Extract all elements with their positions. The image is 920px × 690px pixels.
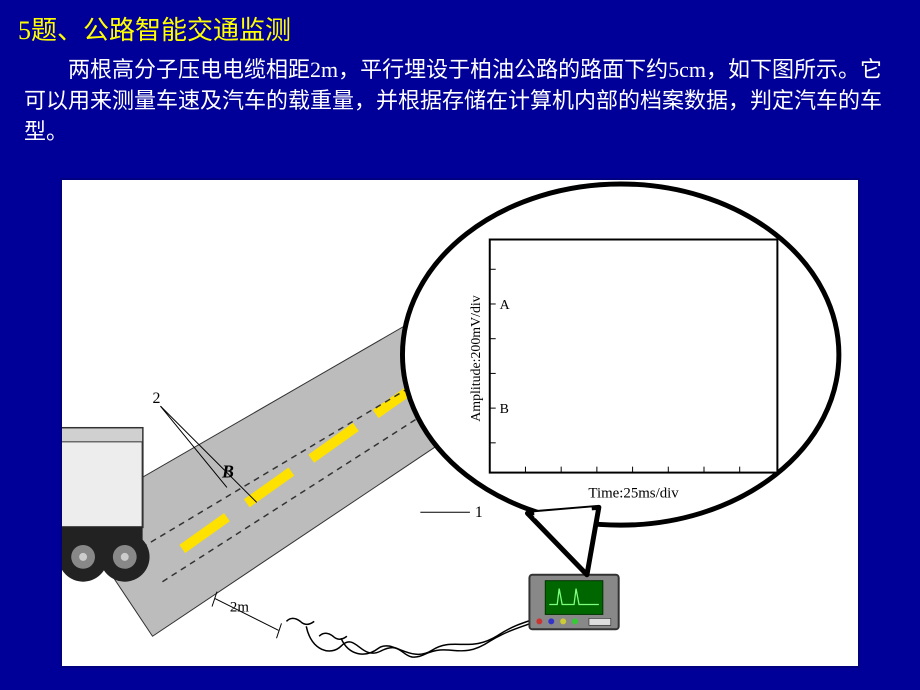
distance-marker: 2m: [212, 592, 281, 639]
x-axis-label: Time:25ms/div: [588, 485, 679, 501]
svg-text:1: 1: [475, 504, 483, 521]
svg-text:B: B: [500, 402, 509, 417]
y-axis-label: Amplitude:200mV/div: [469, 295, 484, 421]
svg-text:2m: 2m: [230, 599, 249, 615]
slide-title: 5题、公路智能交通监测: [0, 0, 920, 55]
scope-bubble: A B Amplitude:200mV/div Time:25ms/div: [402, 184, 838, 575]
road-num-label: 1: [420, 504, 482, 521]
road-b-label: B: [221, 462, 234, 482]
slide-body: 两根高分子压电电缆相距2m，平行埋设于柏油公路的路面下约5cm，如下图所示。它可…: [0, 55, 920, 147]
diagram-figure: 2 B 1 2m: [60, 178, 860, 668]
truck: [62, 428, 150, 582]
svg-text:2: 2: [153, 390, 161, 407]
svg-text:A: A: [500, 298, 510, 313]
cable-wire: [286, 612, 549, 657]
diagram-svg: 2 B 1 2m: [62, 180, 858, 666]
device: [529, 575, 618, 630]
